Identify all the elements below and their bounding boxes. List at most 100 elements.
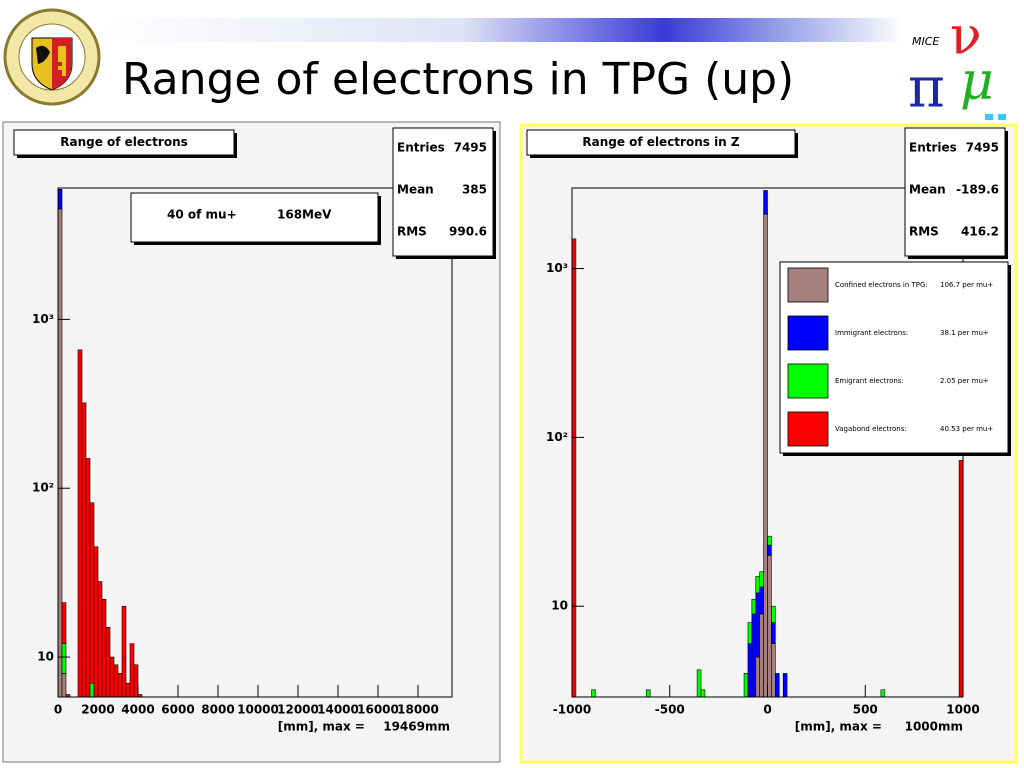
- stats-box: [392, 127, 494, 257]
- x-tick-label: 18000: [397, 703, 439, 717]
- x-tick-label: -500: [655, 703, 685, 717]
- chart-title: Range of electrons: [60, 135, 188, 149]
- histogram-bar: [109, 656, 115, 697]
- logo-symbol: ν: [950, 7, 982, 67]
- histogram-bar: [85, 458, 91, 697]
- histogram-bar: [77, 349, 83, 697]
- legend-rate: 2.05 per mu+: [940, 377, 989, 385]
- histogram-bar: [763, 213, 768, 697]
- x-axis-label: 1000mm: [905, 720, 963, 734]
- histogram-bar: [880, 689, 886, 697]
- histogram-bar: [58, 208, 63, 697]
- legend-rate: 106.7 per mu+: [940, 281, 993, 289]
- legend-label: Emigrant electrons:: [835, 377, 904, 385]
- histogram-bar: [755, 592, 760, 658]
- legend-swatch: [787, 411, 829, 447]
- legend-label: Vagabond electrons:: [835, 425, 907, 433]
- y-tick-label: 10: [551, 599, 568, 613]
- x-tick-label: 2000: [81, 703, 114, 717]
- bars: [58, 188, 143, 697]
- x-axis-label: [mm], max =: [278, 720, 365, 734]
- histogram-bar: [755, 656, 760, 697]
- stats-label: Mean: [909, 183, 946, 197]
- legend-label: Immigrant electrons:: [835, 329, 908, 337]
- histogram-bar: [129, 643, 135, 697]
- histogram-bar: [743, 673, 749, 697]
- histogram-bar: [759, 586, 764, 615]
- histogram-bar: [117, 673, 123, 697]
- stats-label: RMS: [397, 225, 427, 239]
- histogram-bar: [747, 622, 753, 644]
- x-tick-label: 16000: [357, 703, 399, 717]
- legend-swatch: [787, 315, 829, 351]
- y-tick-label: 10³: [546, 261, 568, 275]
- stats-label: Entries: [397, 141, 445, 155]
- x-tick-label: 0: [54, 703, 62, 717]
- plot-frame: [57, 187, 453, 698]
- histogram-bar: [767, 544, 772, 556]
- histogram-bar: [89, 502, 95, 684]
- stats-value: -189.6: [956, 183, 999, 197]
- stats-label: RMS: [909, 225, 939, 239]
- histogram-bar: [771, 643, 776, 697]
- chart-title-box: [13, 129, 235, 156]
- histogram-bar: [771, 605, 776, 623]
- plot-area: [58, 188, 452, 697]
- annotation-box: [130, 192, 379, 243]
- logo-symbol: μ: [960, 52, 994, 112]
- legend-swatch: [787, 363, 829, 399]
- slide-title: Range of electrons in TPG (up): [122, 54, 794, 105]
- annotation: 40 of mu+: [167, 208, 237, 222]
- legend-label: Confined electrons in TPG:: [835, 281, 928, 289]
- histogram-bar: [747, 643, 753, 697]
- x-axis-label: 19469mm: [383, 720, 450, 734]
- logo-symbol: π: [908, 56, 945, 121]
- histogram-bar: [61, 673, 67, 697]
- histogram-bar: [591, 689, 596, 697]
- x-tick-label: 500: [853, 703, 878, 717]
- x-tick-label: 1000: [946, 703, 979, 717]
- right-logo: MICE π ν μ: [905, 2, 1010, 121]
- histogram-bar: [759, 571, 764, 588]
- stats-value: 416.2: [961, 225, 999, 239]
- logo-label: MICE: [912, 35, 939, 48]
- x-tick-label: 12000: [277, 703, 319, 717]
- x-tick-label: 0: [763, 703, 771, 717]
- histogram-bar: [700, 689, 706, 697]
- histogram-bar: [61, 602, 67, 644]
- header-band: [100, 18, 905, 42]
- stats-value: 7495: [966, 141, 999, 155]
- histogram-bar: [113, 664, 119, 697]
- stats-box: [904, 127, 1006, 257]
- histogram-bar: [782, 673, 788, 697]
- histogram-bar: [771, 622, 776, 644]
- stats-value: 385: [462, 183, 487, 197]
- histogram-bar: [763, 190, 768, 215]
- histogram-bar: [755, 576, 760, 594]
- stats-value: 990.6: [449, 225, 487, 239]
- chart-title-box: [526, 129, 796, 156]
- histogram-bar: [751, 613, 757, 697]
- histogram-bar: [58, 188, 63, 210]
- y-tick-label: 10²: [32, 481, 54, 495]
- histogram-bar: [696, 669, 702, 697]
- histogram-bar: [775, 673, 780, 697]
- x-tick-label: -1000: [553, 703, 591, 717]
- x-tick-label: 4000: [121, 703, 154, 717]
- histogram-bar: [767, 535, 772, 546]
- x-tick-label: 6000: [161, 703, 194, 717]
- x-tick-label: 8000: [201, 703, 234, 717]
- histogram-bar: [133, 664, 139, 697]
- histogram-bar: [759, 613, 764, 697]
- legend-rate: 38.1 per mu+: [940, 329, 989, 337]
- left-logo: [3, 8, 101, 106]
- chart-title: Range of electrons in Z: [582, 135, 740, 149]
- histogram-bar: [81, 402, 87, 697]
- bars: [572, 190, 963, 697]
- stats-label: Mean: [397, 183, 434, 197]
- histogram-bar: [101, 598, 107, 697]
- y-tick-label: 10³: [32, 312, 54, 326]
- histogram-bar: [751, 598, 757, 615]
- histogram-bar: [61, 643, 67, 674]
